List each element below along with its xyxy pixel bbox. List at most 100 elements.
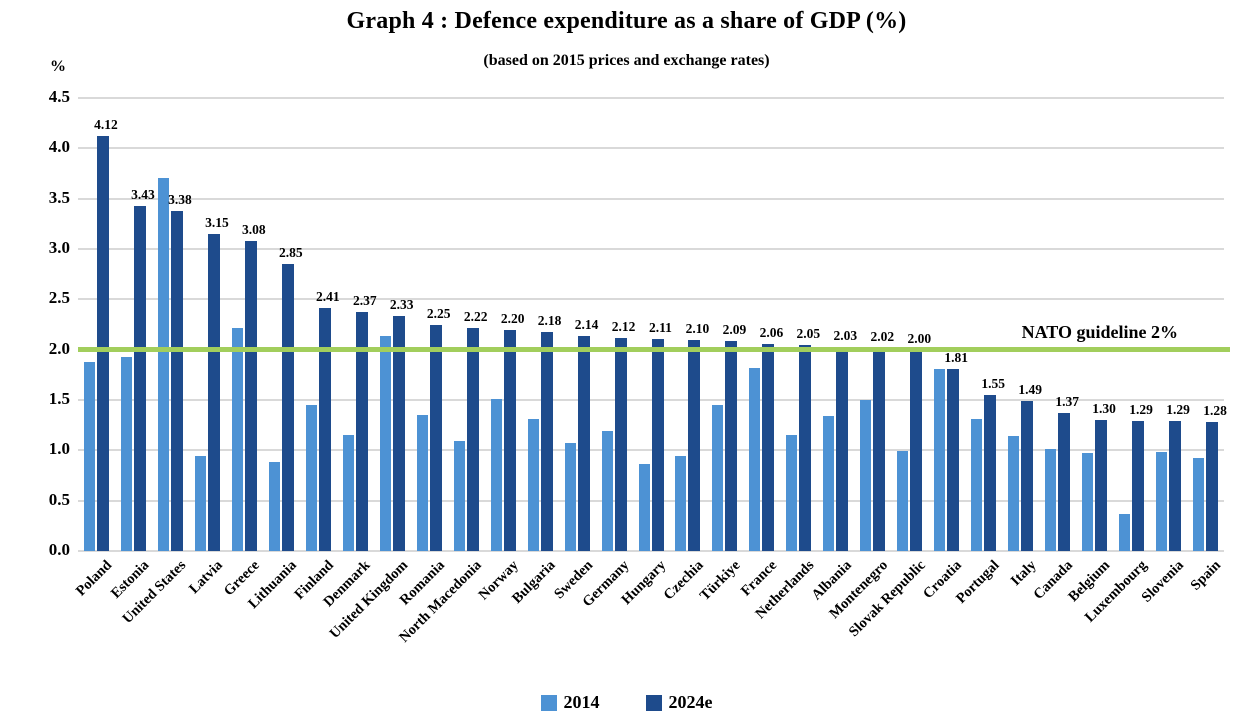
value-label-italy: 1.49 xyxy=(1018,382,1042,397)
bar-2024e-finland xyxy=(318,308,331,551)
y-tick-label: 1.5 xyxy=(48,389,70,408)
bar-2014-luxembourg xyxy=(1119,513,1131,551)
bar-2024e-romania xyxy=(429,324,442,551)
bar-2014-albania xyxy=(823,416,835,551)
bar-2014-bulgaria xyxy=(527,419,539,551)
bar-2014-united-kingdom xyxy=(379,335,391,551)
bar-2014-sweden xyxy=(564,443,576,551)
y-tick-label: 2.5 xyxy=(48,288,70,308)
bar-2014-north-macedonia xyxy=(453,441,465,551)
x-label-italy: Italy xyxy=(1007,557,1040,590)
bar-2024e-sweden xyxy=(577,335,590,551)
bar-2024e-luxembourg xyxy=(1132,421,1145,551)
y-tick-label: 0.0 xyxy=(48,540,70,559)
bar-2024e-belgium xyxy=(1095,420,1108,551)
bar-2024e-lithuania xyxy=(281,264,294,551)
y-tick-label: 3.5 xyxy=(48,187,70,207)
bar-2014-germany xyxy=(601,431,613,551)
bar-2014-latvia xyxy=(194,456,206,551)
value-label-latvia: 3.15 xyxy=(205,214,229,230)
value-label-poland: 4.12 xyxy=(94,117,118,133)
value-label-lithuania: 2.85 xyxy=(279,245,303,261)
value-label-belgium: 1.30 xyxy=(1092,401,1116,417)
value-label-spain: 1.28 xyxy=(1203,403,1227,419)
bar-2024e-greece xyxy=(244,240,257,551)
bar-2024e-hungary xyxy=(651,338,664,551)
gridline xyxy=(78,97,1224,99)
bar-2014-denmark xyxy=(342,435,354,551)
bar-2014-belgium xyxy=(1082,453,1094,551)
value-label-luxembourg: 1.29 xyxy=(1129,402,1153,418)
value-label-estonia: 3.43 xyxy=(131,186,155,202)
value-label-croatia: 1.81 xyxy=(944,349,969,365)
bar-2024e-north-macedonia xyxy=(466,327,479,551)
gridline xyxy=(78,499,1224,502)
bar-2014-czechia xyxy=(675,456,687,551)
nato-guideline-label: NATO guideline 2% xyxy=(1021,321,1178,342)
bar-2014-romania xyxy=(416,415,428,551)
value-label-bulgaria: 2.18 xyxy=(537,312,562,328)
x-axis-line xyxy=(78,550,1224,552)
chart-subtitle: (based on 2015 prices and exchange rates… xyxy=(483,52,770,69)
x-label-turkiye: Türkiye xyxy=(696,557,744,604)
bar-2014-norway xyxy=(490,398,502,551)
bar-2014-slovenia xyxy=(1156,452,1168,551)
legend-item-2014: 2014 xyxy=(540,692,600,713)
bar-2024e-netherlands xyxy=(799,344,812,551)
legend-swatch-2014 xyxy=(540,694,557,711)
value-label-albania: 2.03 xyxy=(833,327,858,343)
value-label-slovenia: 1.29 xyxy=(1166,402,1190,418)
bar-2024e-france xyxy=(762,343,775,551)
bar-2024e-turkiye xyxy=(725,340,738,551)
bar-2024e-montenegro xyxy=(873,347,886,551)
bar-2014-lithuania xyxy=(268,462,280,551)
bar-2014-portugal xyxy=(971,419,983,551)
chart-title: Graph 4 : Defence expenditure as a share… xyxy=(346,8,907,34)
y-tick-label: 3.0 xyxy=(48,238,70,257)
bar-2024e-estonia xyxy=(133,205,146,551)
bar-2024e-spain xyxy=(1206,422,1219,551)
value-label-greece: 3.08 xyxy=(242,221,266,237)
bar-2014-turkiye xyxy=(712,405,724,551)
gridline xyxy=(78,399,1224,401)
bar-2024e-slovak-republic xyxy=(910,349,923,551)
x-label-poland: Poland xyxy=(73,557,116,600)
bar-2014-greece xyxy=(231,327,243,551)
y-tick-label: 2.0 xyxy=(48,338,70,358)
bar-2014-poland xyxy=(83,361,95,551)
value-label-portugal: 1.55 xyxy=(981,375,1006,391)
bar-2014-hungary xyxy=(638,464,650,551)
value-label-denmark: 2.37 xyxy=(352,293,377,309)
bar-2014-netherlands xyxy=(786,435,798,551)
value-label-hungary: 2.11 xyxy=(649,319,672,335)
bar-2014-italy xyxy=(1008,436,1020,551)
legend: 2014 2024e xyxy=(0,692,1253,713)
nato-guideline-line xyxy=(78,347,1230,353)
y-tick-label: 1.0 xyxy=(48,439,70,459)
value-label-netherlands: 2.05 xyxy=(796,325,821,341)
bar-2024e-albania xyxy=(836,346,849,551)
bar-2024e-slovenia xyxy=(1169,421,1182,551)
gridline xyxy=(78,449,1224,452)
bar-2014-slovak-republic xyxy=(897,451,909,551)
value-label-romania: 2.25 xyxy=(426,305,451,321)
value-label-turkiye: 2.09 xyxy=(722,321,747,337)
legend-swatch-2024e xyxy=(645,694,662,711)
bar-2014-montenegro xyxy=(860,400,872,551)
bar-2024e-italy xyxy=(1021,401,1034,551)
value-label-finland: 2.41 xyxy=(315,289,340,305)
value-label-czechia: 2.10 xyxy=(685,320,710,336)
legend-label-2014: 2014 xyxy=(563,692,600,712)
bar-2014-france xyxy=(749,367,761,551)
bar-2024e-germany xyxy=(614,337,627,551)
value-label-norway: 2.20 xyxy=(500,310,525,326)
bar-2024e-portugal xyxy=(984,394,997,551)
value-label-slovak-republic: 2.00 xyxy=(907,330,932,346)
x-label-latvia: Latvia xyxy=(186,557,226,598)
bar-2014-spain xyxy=(1193,458,1205,551)
bar-2014-united-states xyxy=(157,177,169,551)
value-label-montenegro: 2.02 xyxy=(870,328,895,344)
bar-2014-estonia xyxy=(120,356,132,551)
bar-2024e-poland xyxy=(96,136,109,551)
